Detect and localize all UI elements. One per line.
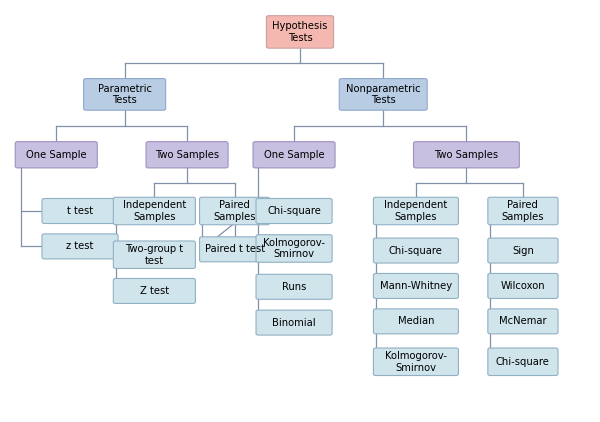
FancyBboxPatch shape (488, 309, 558, 334)
FancyBboxPatch shape (373, 273, 458, 298)
Text: Paired
Samples: Paired Samples (214, 200, 256, 222)
FancyBboxPatch shape (253, 142, 335, 168)
Text: Chi-square: Chi-square (496, 357, 550, 367)
Text: Chi-square: Chi-square (267, 206, 321, 216)
FancyBboxPatch shape (339, 78, 427, 110)
Text: Independent
Samples: Independent Samples (384, 200, 448, 222)
Text: Runs: Runs (282, 282, 306, 292)
Text: One Sample: One Sample (26, 150, 86, 160)
FancyBboxPatch shape (83, 78, 166, 110)
Text: Kolmogorov-
Smirnov: Kolmogorov- Smirnov (385, 351, 447, 373)
Text: t test: t test (67, 206, 93, 216)
FancyBboxPatch shape (373, 197, 458, 225)
FancyBboxPatch shape (256, 310, 332, 335)
FancyBboxPatch shape (373, 238, 458, 263)
FancyBboxPatch shape (15, 142, 97, 168)
Text: Kolmogorov-
Smirnov: Kolmogorov- Smirnov (263, 238, 325, 259)
FancyBboxPatch shape (488, 197, 558, 225)
Text: Sign: Sign (512, 246, 534, 256)
Text: Nonparametric
Tests: Nonparametric Tests (346, 84, 421, 105)
FancyBboxPatch shape (113, 279, 196, 303)
Text: One Sample: One Sample (264, 150, 325, 160)
FancyBboxPatch shape (256, 198, 332, 224)
Text: Wilcoxon: Wilcoxon (500, 281, 545, 291)
Text: Mann-Whitney: Mann-Whitney (380, 281, 452, 291)
FancyBboxPatch shape (373, 309, 458, 334)
FancyBboxPatch shape (42, 198, 118, 224)
Text: McNemar: McNemar (499, 316, 547, 326)
FancyBboxPatch shape (256, 274, 332, 299)
Text: Paired t test: Paired t test (205, 244, 265, 254)
FancyBboxPatch shape (146, 142, 228, 168)
Text: Two Samples: Two Samples (434, 150, 499, 160)
FancyBboxPatch shape (113, 241, 196, 268)
Text: Two-group t
test: Two-group t test (125, 244, 184, 265)
FancyBboxPatch shape (413, 142, 520, 168)
Text: Z test: Z test (140, 286, 169, 296)
FancyBboxPatch shape (113, 197, 196, 225)
Text: Parametric
Tests: Parametric Tests (98, 84, 152, 105)
Text: Chi-square: Chi-square (389, 246, 443, 256)
Text: Hypothesis
Tests: Hypothesis Tests (272, 21, 328, 43)
FancyBboxPatch shape (488, 273, 558, 298)
FancyBboxPatch shape (42, 234, 118, 259)
FancyBboxPatch shape (266, 16, 334, 48)
Text: Paired
Samples: Paired Samples (502, 200, 544, 222)
FancyBboxPatch shape (200, 237, 269, 262)
FancyBboxPatch shape (488, 348, 558, 376)
FancyBboxPatch shape (373, 348, 458, 376)
Text: Binomial: Binomial (272, 318, 316, 327)
Text: Two Samples: Two Samples (155, 150, 219, 160)
Text: Independent
Samples: Independent Samples (123, 200, 186, 222)
Text: Median: Median (398, 316, 434, 326)
FancyBboxPatch shape (256, 235, 332, 262)
FancyBboxPatch shape (200, 197, 269, 225)
FancyBboxPatch shape (488, 238, 558, 263)
Text: z test: z test (67, 241, 94, 252)
